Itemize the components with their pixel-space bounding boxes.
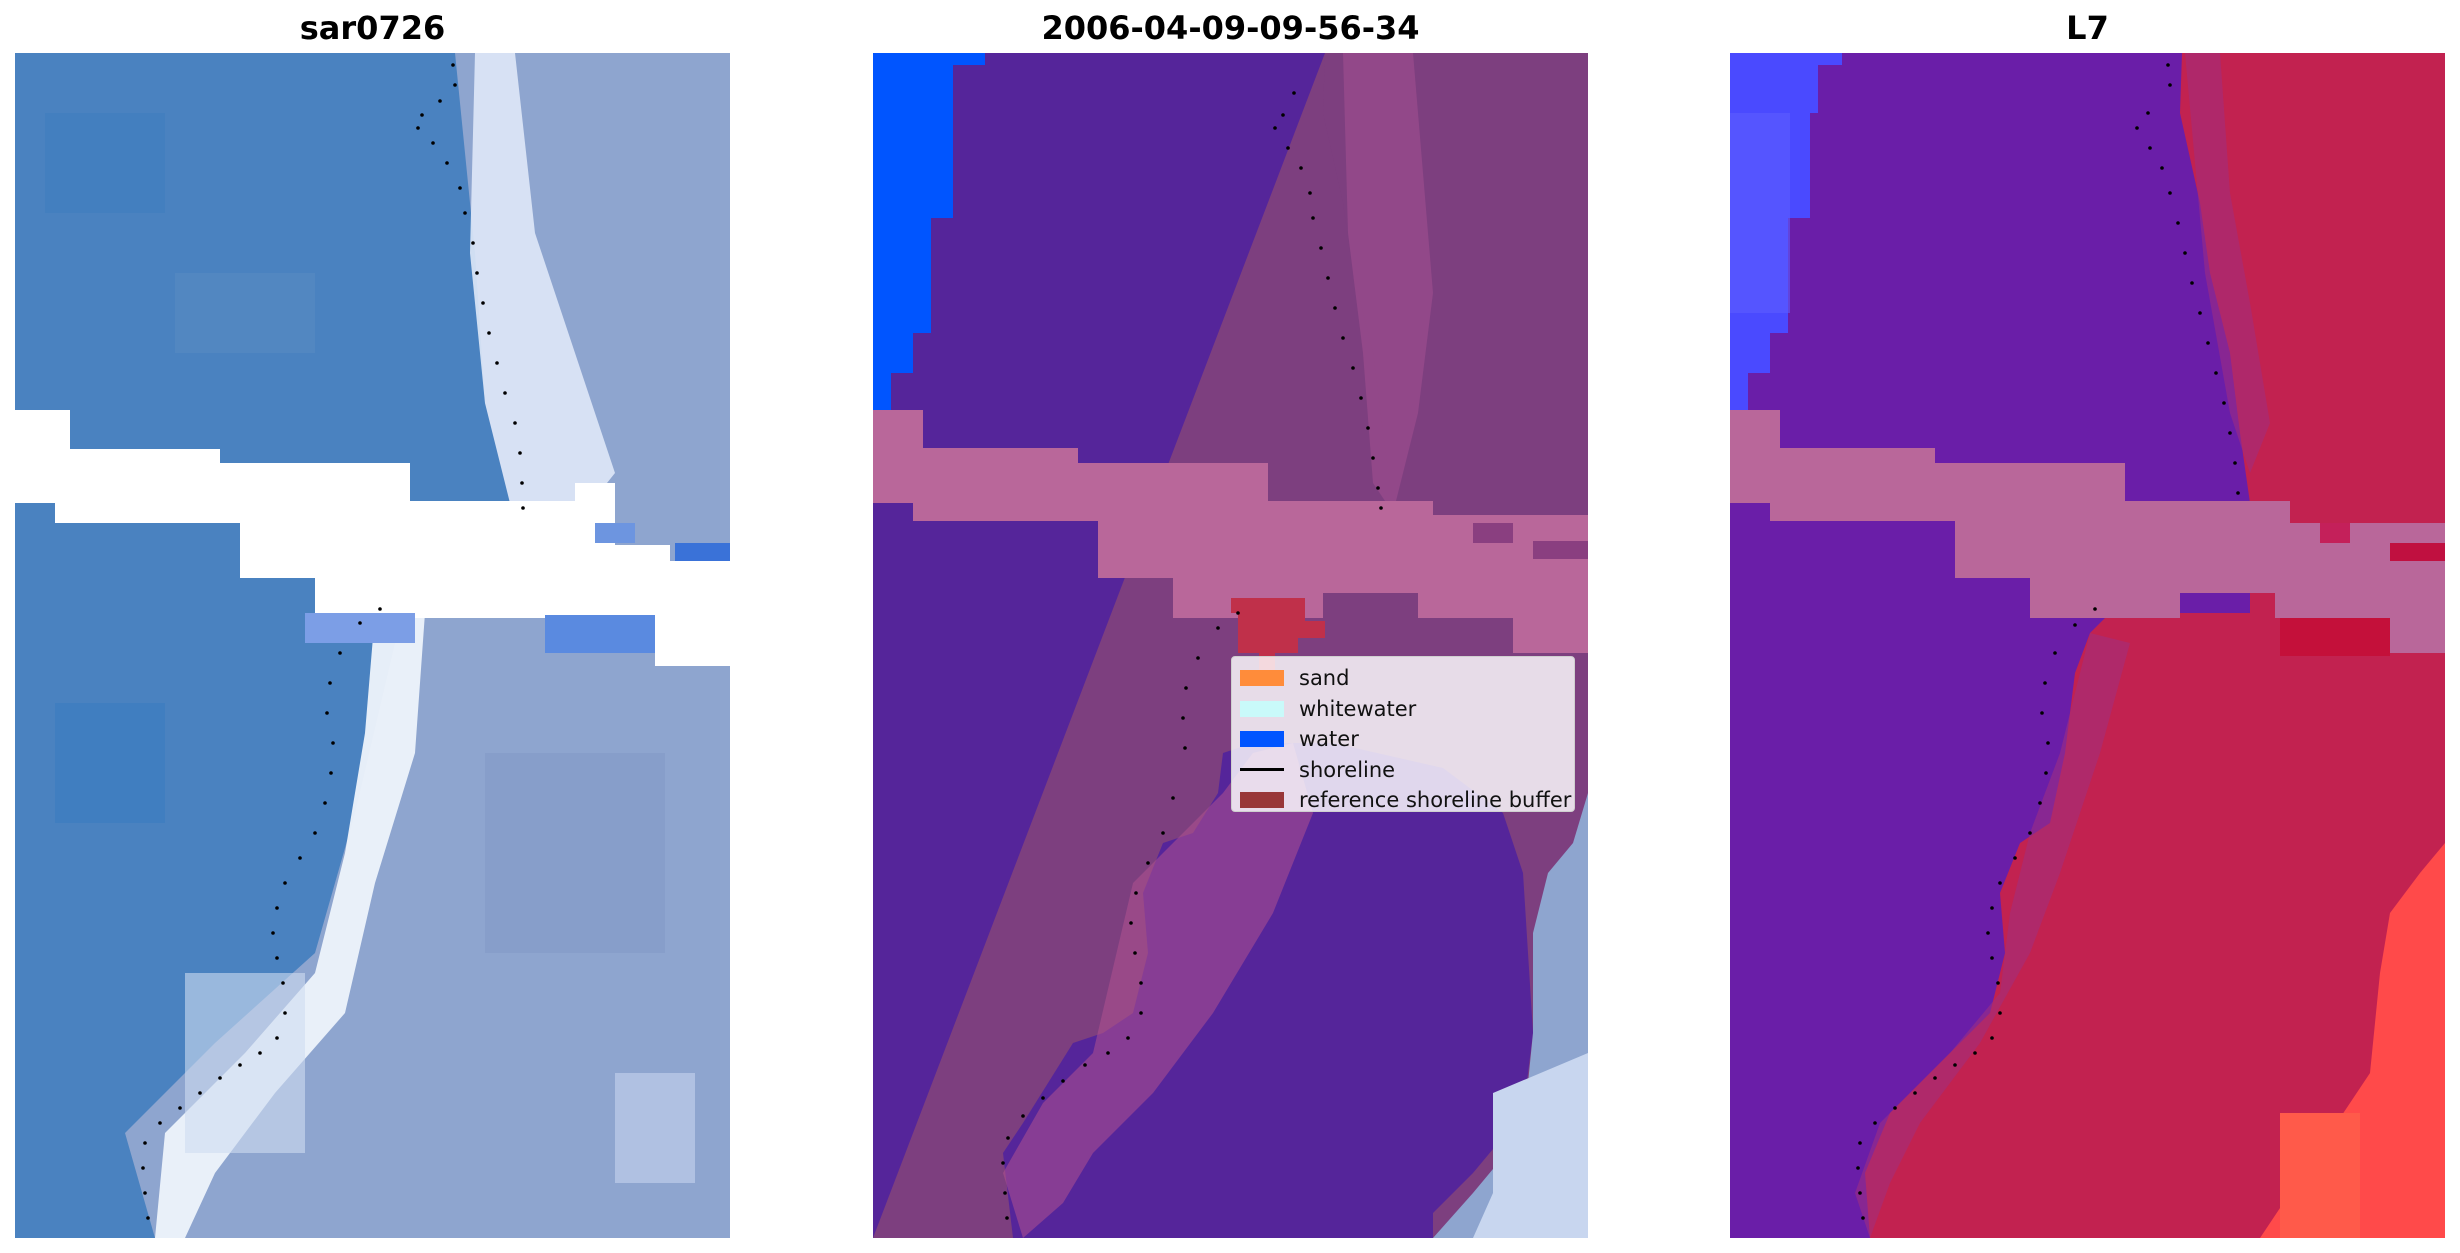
legend-label: sand (1299, 666, 1350, 691)
legend: sand whitewater water shoreline referenc… (1231, 656, 1575, 812)
nodata-band (1730, 410, 2445, 653)
land-index (2180, 53, 2445, 613)
whitewater-upper (470, 53, 615, 523)
reference-shoreline-buffer (1231, 598, 1325, 681)
legend-label: reference shoreline buffer (1299, 788, 1572, 813)
water-swatch (1240, 731, 1284, 748)
panel-title-classification: 2006-04-09-09-56-34 (1041, 9, 1420, 47)
nodata-band (873, 410, 1588, 653)
rgb-image (15, 53, 730, 1238)
panel-title-rgb: sar0726 (299, 9, 446, 47)
whitewater-swatch (1240, 700, 1284, 717)
legend-label: shoreline (1299, 757, 1396, 782)
shoreline (141, 63, 525, 1220)
index-image (1730, 53, 2445, 1238)
legend-label: water (1299, 727, 1359, 752)
index-panel (1730, 53, 2445, 1238)
legend-item-shoreline: shoreline (1240, 755, 1566, 786)
sand-swatch (1240, 670, 1284, 687)
legend-item-whitewater: whitewater (1240, 694, 1566, 725)
classification-image (873, 53, 1588, 1238)
legend-item-reference-shoreline-buffer: reference shoreline buffer (1240, 785, 1571, 816)
land-index-lower (1865, 613, 2445, 1238)
legend-item-sand: sand (1240, 663, 1566, 694)
shoreline (1856, 63, 2240, 1220)
nodata-band (15, 410, 730, 666)
panel-title-ndwi: L7 (2066, 9, 2109, 47)
water-class (873, 53, 985, 410)
buffer-swatch (1240, 792, 1284, 809)
rgb-image-panel (15, 53, 730, 1238)
legend-item-water: water (1240, 724, 1566, 755)
shoreline-line (1240, 768, 1284, 772)
classification-panel (873, 53, 1588, 1238)
legend-label: whitewater (1299, 696, 1417, 721)
shoreline (1001, 91, 1383, 1220)
